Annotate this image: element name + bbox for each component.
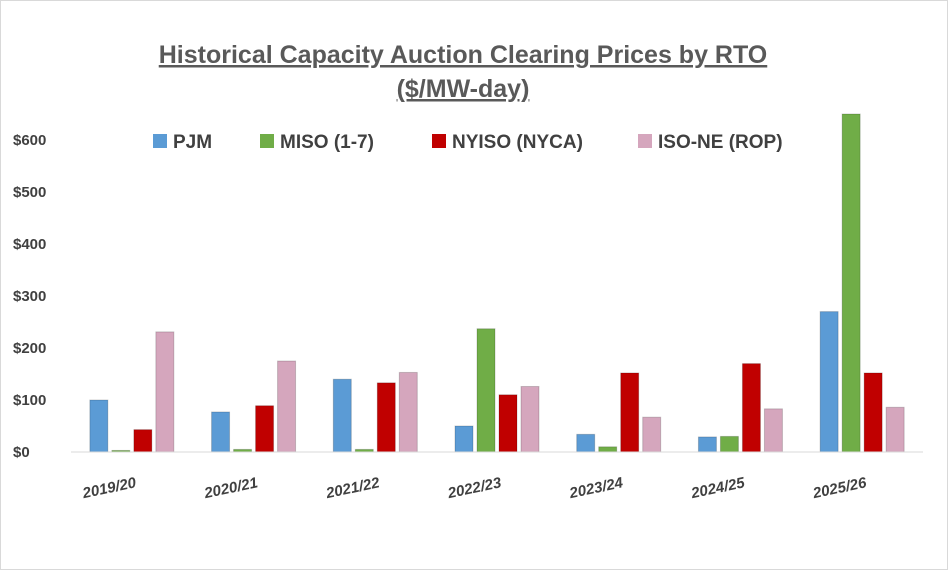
bar-iso-ne-rop-2025-26: [885, 406, 905, 453]
y-axis: $0 $100 $200 $300 $400 $500 $600: [13, 132, 46, 461]
bar-pjm-2024-25: [697, 436, 717, 453]
bar-iso-ne-rop-2023-24: [642, 416, 662, 453]
y-tick-label: $0: [13, 444, 30, 461]
bar-pjm-2023-24: [576, 433, 596, 453]
bar-iso-ne-rop-2021-22: [398, 371, 418, 453]
y-tick-label: $600: [13, 132, 46, 149]
chart-title-line1: Historical Capacity Auction Clearing Pri…: [159, 41, 768, 69]
bar-nyiso-nyca-2024-25: [741, 363, 761, 453]
y-tick-label: $300: [13, 288, 46, 305]
bar-nyiso-nyca-2019-20: [133, 429, 153, 453]
legend-label: MISO (1-7): [280, 132, 374, 153]
bar-pjm-2019-20: [89, 399, 109, 453]
bar-miso-1-7-2022-23: [476, 328, 496, 453]
x-tick-label: 2019/20: [80, 474, 138, 502]
x-tick-label: 2021/22: [324, 474, 382, 502]
y-tick-label: $500: [13, 184, 46, 201]
bar-miso-1-7-2023-24: [598, 446, 618, 453]
legend-label: NYISO (NYCA): [452, 132, 583, 153]
bar-nyiso-nyca-2022-23: [498, 394, 518, 453]
y-tick-label: $200: [13, 340, 46, 357]
bar-nyiso-nyca-2023-24: [620, 372, 640, 453]
legend-swatch: [260, 134, 274, 148]
bar-nyiso-nyca-2025-26: [863, 372, 883, 453]
x-tick-label: 2024/25: [689, 474, 747, 502]
legend-swatch: [432, 134, 446, 148]
bar-iso-ne-rop-2019-20: [155, 331, 175, 453]
legend-swatch: [638, 134, 652, 148]
x-tick-label: 2020/21: [202, 474, 260, 502]
bar-nyiso-nyca-2021-22: [376, 382, 396, 453]
bar-miso-1-7-2025-26: [841, 113, 861, 453]
bar-pjm-2025-26: [819, 311, 839, 453]
x-tick-label: 2025/26: [810, 474, 868, 502]
legend-label: PJM: [173, 132, 212, 153]
bar-pjm-2020-21: [211, 411, 231, 453]
legend: PJM MISO (1-7) NYISO (NYCA) ISO-NE (ROP): [153, 132, 783, 153]
y-tick-label: $100: [13, 392, 46, 409]
x-tick-label: 2023/24: [567, 474, 625, 502]
bar-nyiso-nyca-2020-21: [255, 405, 275, 453]
x-tick-label: 2022/23: [445, 474, 503, 502]
x-axis: 2019/20 2020/21 2021/22 2022/23 2023/24 2024/…: [80, 474, 868, 502]
legend-swatch: [153, 134, 167, 148]
legend-label: ISO-NE (ROP): [658, 132, 783, 153]
bar-pjm-2021-22: [332, 378, 352, 453]
bar-iso-ne-rop-2024-25: [763, 408, 783, 453]
bar-pjm-2022-23: [454, 425, 474, 453]
bar-miso-1-7-2024-25: [719, 435, 739, 453]
y-tick-label: $400: [13, 236, 46, 253]
chart-title-line2: ($/MW-day): [397, 75, 530, 103]
plot-area: [89, 113, 905, 453]
bar-iso-ne-rop-2022-23: [520, 385, 540, 453]
bar-iso-ne-rop-2020-21: [277, 360, 297, 453]
